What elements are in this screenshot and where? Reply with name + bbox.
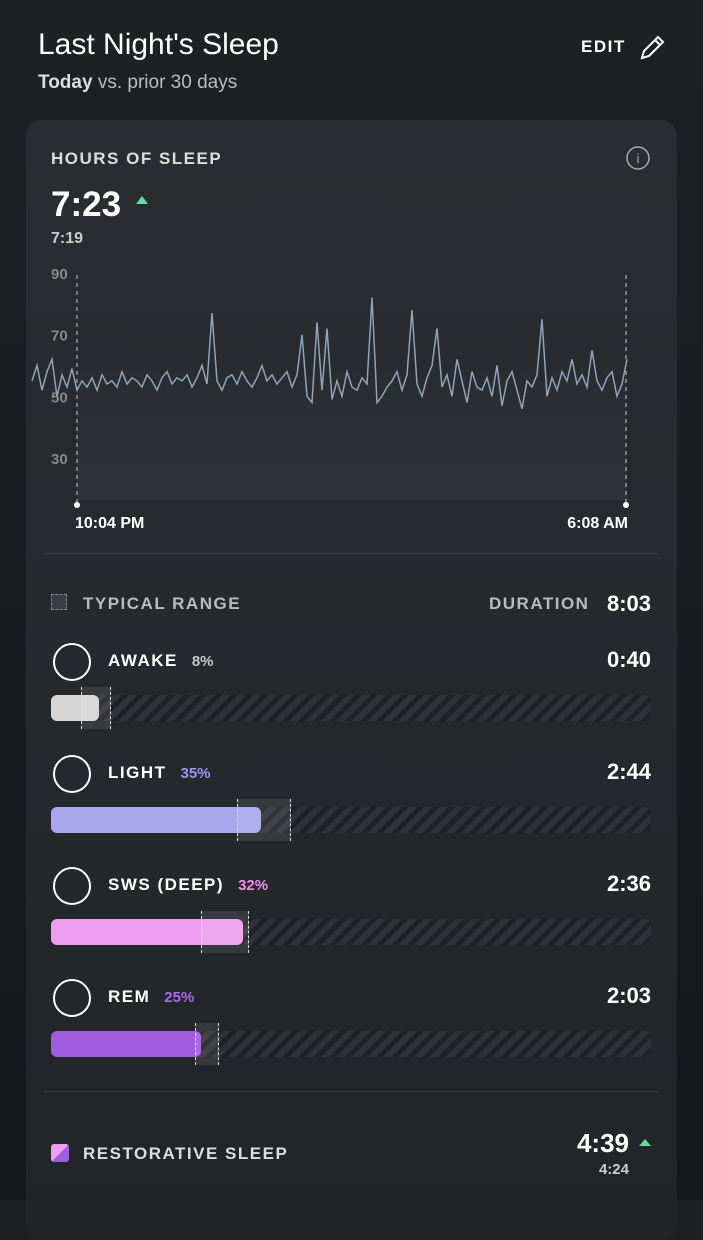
stage-name: REM: [108, 987, 151, 1006]
stage-icon: [53, 979, 91, 1017]
stage-percent: 35%: [180, 765, 211, 782]
stage-duration: 2:36: [606, 871, 651, 896]
x-start-label: 10:04 PM: [75, 515, 144, 532]
edit-icon[interactable]: [638, 32, 666, 62]
stage-icon: [53, 755, 91, 793]
heart-rate-line: [31, 297, 628, 409]
stage-name: SWS (DEEP): [108, 875, 225, 894]
stage-name-row: SWS (DEEP) 32%: [108, 875, 268, 895]
divider: [44, 1091, 658, 1092]
stage-track: [51, 911, 651, 953]
stage-track: [51, 687, 651, 729]
y-tick-label: 50: [51, 389, 68, 406]
stage-name-row: REM 25%: [108, 987, 194, 1007]
stage-track: [51, 1023, 651, 1065]
restorative-label: RESTORATIVE SLEEP: [83, 1144, 289, 1163]
card-heading: HOURS OF SLEEP: [51, 149, 222, 168]
restorative-swatch: [51, 1144, 69, 1162]
stage-percent: 25%: [164, 989, 195, 1006]
duration-label: DURATION: [489, 594, 590, 613]
typical-range-swatch: [51, 594, 67, 610]
plot-shade: [77, 370, 626, 500]
prior-hours: 7:19: [51, 230, 83, 247]
x-end-label: 6:08 AM: [567, 515, 628, 532]
typical-range: [81, 687, 111, 729]
stage-bar: [51, 1031, 201, 1057]
start-dot: [74, 502, 80, 508]
stage-icon: [53, 867, 91, 905]
subtitle: Today vs. prior 30 days: [38, 72, 237, 94]
stage-duration: 2:03: [606, 983, 651, 1008]
info-i: i: [637, 151, 640, 166]
stage-bar: [51, 807, 261, 833]
stage-name-row: LIGHT 35%: [108, 763, 211, 783]
stage-duration: 2:44: [606, 759, 651, 784]
up-arrow: [136, 196, 148, 204]
stage-duration: 0:40: [606, 647, 651, 672]
subtitle-rest: vs. prior 30 days: [97, 72, 238, 93]
y-tick-label: 30: [51, 451, 68, 468]
up-arrow: [639, 1139, 651, 1146]
title: Last Night's Sleep: [38, 28, 279, 61]
info-icon[interactable]: [626, 146, 650, 170]
y-tick-label: 70: [51, 328, 68, 345]
stage-name: AWAKE: [108, 651, 178, 670]
duration-value: 8:03: [606, 591, 651, 616]
stage-bar: [51, 695, 99, 721]
subtitle-bold: Today: [38, 72, 93, 93]
stage-percent: 32%: [238, 877, 269, 894]
typical-range: [195, 1023, 219, 1065]
edit-button[interactable]: EDIT: [581, 37, 626, 56]
typical-range: [237, 799, 291, 841]
y-tick-label: 90: [51, 266, 68, 283]
stage-icon: [53, 643, 91, 681]
stage-track: [51, 799, 651, 841]
sleep-hours: 7:23: [51, 185, 121, 224]
restorative-value: 4:39: [576, 1128, 629, 1158]
typical-range: [201, 911, 249, 953]
divider: [44, 553, 658, 554]
stage-bar: [51, 919, 243, 945]
typical-range-label: TYPICAL RANGE: [83, 594, 242, 613]
end-dot: [623, 502, 629, 508]
chart: HOURS OF SLEEP i 7:23 7:19 10:04 PM 6:08…: [31, 146, 650, 532]
stage-name: LIGHT: [108, 763, 167, 782]
stage-percent: 8%: [191, 653, 214, 670]
stage-name-row: AWAKE 8%: [108, 651, 214, 671]
restorative-prior: 4:24: [598, 1161, 629, 1178]
